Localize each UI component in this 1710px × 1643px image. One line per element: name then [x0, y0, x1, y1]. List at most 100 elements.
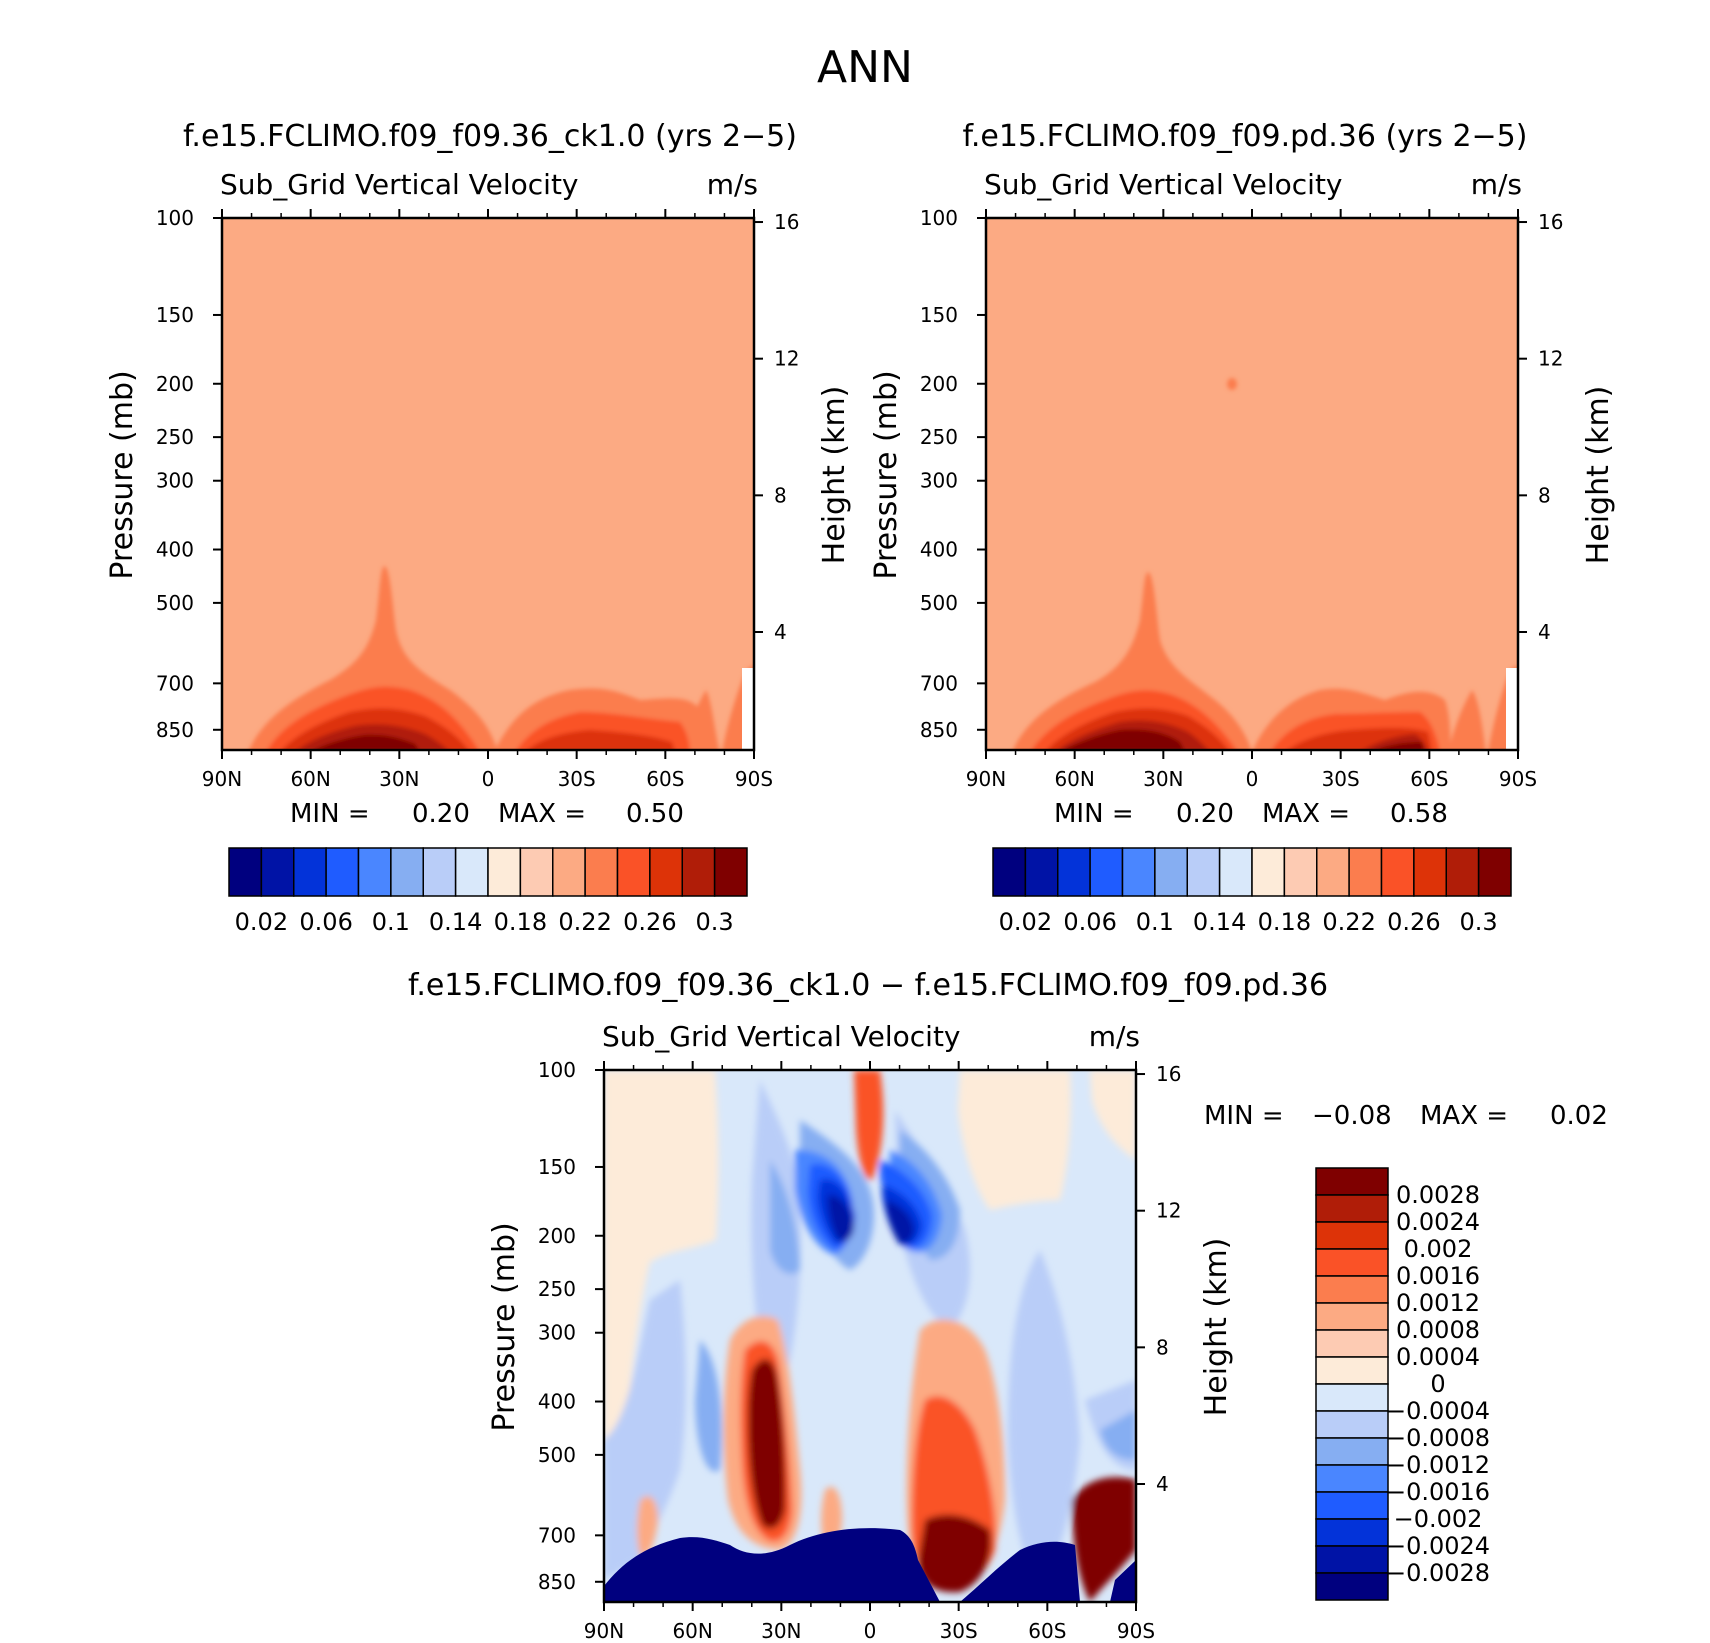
panel-c-y-tick-label: 850 [538, 1570, 576, 1594]
panel-c-colorbar-swatch [1315, 1167, 1389, 1196]
panel-b-colorbar-swatch [992, 847, 1027, 897]
panel-c-plot-area [604, 1070, 1136, 1602]
panel-c-y-tick-label: 200 [538, 1224, 576, 1248]
panel-b-y2-tick-label: 16 [1538, 210, 1563, 234]
panel-c-y2-tick-label: 12 [1156, 1199, 1181, 1223]
panel-c-colorbar-swatch [1315, 1302, 1389, 1331]
panel-a-y2-axis-title: Height (km) [817, 386, 852, 565]
panel-c-x-tick-label: 60S [1028, 1619, 1066, 1639]
panel-a-colorbar-label: 0.3 [696, 908, 734, 936]
panel-c-colorbar-label: 0.0008 [1396, 1316, 1480, 1344]
panel-a-colorbar-swatch [713, 847, 748, 897]
panel-b-x-tick-label: 0 [1246, 767, 1259, 791]
panel-c-contour-0 [604, 1070, 1136, 1450]
panel-a-colorbar-label: 0.26 [623, 908, 676, 936]
panel-c-contour-pos-30N-3 [748, 1359, 786, 1529]
panel-c-colorbar-label: −0.002 [1394, 1505, 1483, 1533]
panel-c-contour-pos-60N [637, 1496, 658, 1556]
panel-c-colorbar-label: 0.0024 [1396, 1208, 1480, 1236]
panel-c-colorbar-label: −0.0016 [1386, 1478, 1490, 1506]
panel-a-y-tick-label: 250 [156, 425, 194, 449]
panel-b-x-tick-label: 90S [1499, 767, 1537, 791]
panel-c-colorbar-swatch [1315, 1221, 1389, 1250]
panel-c-contour-neg-0.0028-b [1110, 1560, 1136, 1602]
panel-c-max-label: MAX = [1420, 1101, 1508, 1131]
panel-c-colorbar-swatch [1315, 1275, 1389, 1304]
panel-b-colorbar-label: 0.14 [1193, 908, 1246, 936]
panel-c-colorbar-swatch [1315, 1464, 1389, 1493]
panel-a-colorbar-label: 0.06 [299, 908, 352, 936]
panel-a-x-tick-label: 90S [735, 767, 773, 791]
panel-a-colorbar-label: 0.1 [372, 908, 410, 936]
panel-a-y-tick-label: 200 [156, 372, 194, 396]
panel-a-colorbar-label: 0.02 [235, 908, 288, 936]
panel-a-y-tick-label: 150 [156, 303, 194, 327]
panel-c-contour-neg-0.0024 [828, 1195, 914, 1244]
panel-c-y2-axis-title: Height (km) [1199, 1238, 1234, 1417]
page-title: ANN [817, 42, 913, 93]
panel-c-variable: Sub_Grid Vertical Velocity [602, 1020, 961, 1053]
panel-a-axes: 90N 60N 30N 0 30S 60S 90S 100 150 200 250 300 400 500… [105, 206, 852, 791]
panel-a-contour-0.38 [314, 734, 419, 750]
panel-a-colorbar-label: 0.18 [494, 908, 547, 936]
panel-b: f.e15.FCLIMO.f09_f09.pd.36 (yrs 2−5) Sub… [963, 119, 1527, 750]
panel-b-y2-tick-label: 4 [1538, 620, 1551, 644]
panel-a-y-tick-label: 700 [156, 671, 194, 695]
panel-b-colorbar-swatch [1218, 847, 1253, 897]
panel-a-plot-area [222, 218, 754, 750]
panel-b-y2-axis-title: Height (km) [1581, 386, 1616, 565]
panel-a-y-tick-label: 100 [156, 206, 194, 230]
panel-c-colorbar-swatch [1315, 1410, 1389, 1439]
panel-a-background-field [222, 218, 754, 750]
panel-a-x-tick-label: 60N [290, 767, 330, 791]
panel-c-colorbar-swatch [1315, 1437, 1389, 1466]
panel-b-colorbar-swatch [1445, 847, 1480, 897]
panel-b-min-label: MIN = [1054, 799, 1134, 829]
panel-c-y-tick-label: 500 [538, 1443, 576, 1467]
panel-a-x-tick-label: 30S [558, 767, 596, 791]
panel-c-colorbar-label: −0.0004 [1386, 1397, 1490, 1425]
panel-c-y-tick-label: 150 [538, 1155, 576, 1179]
panel-c-y-tick-label: 400 [538, 1390, 576, 1414]
colorbars-layer: 0.02 0.06 0.1 0.14 0.18 0.22 0.26 0.3 0.02 0.06 0.… [228, 847, 1512, 1601]
panel-b-y-tick-label: 400 [920, 538, 958, 562]
panel-b-colorbar-label: 0.22 [1322, 908, 1375, 936]
panel-b-colorbar-swatch [1057, 847, 1091, 897]
panel-a-colorbar-swatch [228, 847, 263, 897]
panel-a-colorbar-swatch [487, 847, 522, 897]
panel-b-plot-area [986, 218, 1518, 750]
panel-a-y2-tick-label: 12 [774, 347, 799, 371]
panel-c: f.e15.FCLIMO.f09_f09.36_ck1.0 − f.e15.FC… [408, 968, 1328, 1602]
panel-a-y-tick-label: 850 [156, 718, 194, 742]
panel-c-contour-neg-0.0004 [604, 1080, 1136, 1590]
panel-c-colorbar-swatch [1315, 1545, 1389, 1574]
panel-c-colorbar-swatch [1315, 1572, 1389, 1601]
panel-b-y-tick-label: 250 [920, 425, 958, 449]
panel-b-colorbar-swatch [1413, 847, 1447, 897]
panel-a-y-tick-label: 400 [156, 538, 194, 562]
panel-a-min-value: 0.20 [412, 799, 470, 829]
axes-layer: 90N 60N 30N 0 30S 60S 90S100150200250300400500… [105, 206, 1616, 1643]
panel-b-colorbar-label: 0.1 [1136, 908, 1174, 936]
panel-a-colorbar-swatch [584, 847, 619, 897]
panel-a-colorbar-swatch [649, 847, 683, 897]
panel-c-contour-pos-30S-3 [918, 1514, 991, 1593]
panel-b-colorbar-swatch [1186, 847, 1221, 897]
panel-b-y2-tick-label: 8 [1538, 483, 1551, 507]
panel-a: f.e15.FCLIMO.f09_f09.36_ck1.0 (yrs 2−5) … [183, 119, 797, 750]
panel-b-max-value: 0.58 [1390, 799, 1448, 829]
panel-c-colorbar-label: 0.0028 [1396, 1181, 1480, 1209]
panel-c-colorbar-swatch [1315, 1518, 1389, 1547]
panel-b-colorbar: 0.02 0.06 0.1 0.14 0.18 0.22 0.26 0.3 [992, 847, 1512, 936]
panel-a-colorbar-swatch [454, 847, 489, 897]
panel-a-y-tick-label: 300 [156, 469, 194, 493]
panel-b-x-tick-label: 60S [1410, 767, 1448, 791]
panel-c-colorbar-label: −0.0012 [1386, 1451, 1490, 1479]
panel-c-units: m/s [1089, 1020, 1140, 1053]
panel-a-x-tick-label: 90N [202, 767, 242, 791]
panel-b-colorbar-swatch [1024, 847, 1059, 897]
panel-b-colorbar-swatch [1283, 847, 1318, 897]
panel-a-colorbar-swatch [325, 847, 360, 897]
panel-c-colorbar-swatch [1315, 1248, 1389, 1277]
panel-c-colorbar-swatch [1315, 1329, 1389, 1358]
